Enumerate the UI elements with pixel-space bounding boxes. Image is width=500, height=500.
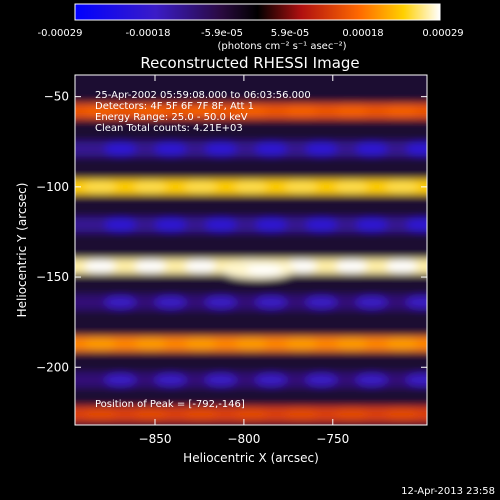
heatmap-peak-core	[246, 264, 283, 275]
heatmap-cell	[255, 142, 288, 155]
heatmap-cell	[305, 218, 338, 231]
annotation-clean-counts: Clean Total counts: 4.21E+03	[95, 123, 243, 134]
colorbar-tick: 5.9e-05	[271, 28, 309, 39]
annotation-block: 25-Apr-2002 05:59:08.000 to 06:03:56.000…	[95, 90, 311, 134]
heatmap-cell	[235, 180, 267, 193]
heatmap-cell	[184, 180, 217, 193]
heatmap-cell	[355, 142, 388, 155]
heatmap-cell	[385, 180, 418, 193]
y-tick-label: −200	[36, 360, 69, 374]
heatmap-cell	[285, 180, 318, 193]
heatmap-cell	[405, 218, 427, 231]
colorbar-unit-label: (photons cm⁻² s⁻¹ asec⁻²)	[217, 41, 346, 52]
heatmap-cell	[134, 260, 167, 273]
heatmap-cell	[285, 337, 318, 350]
heatmap-cell	[385, 105, 418, 118]
heatmap-cell	[235, 105, 267, 118]
heatmap-cell	[184, 408, 217, 421]
heatmap-cell	[355, 296, 388, 309]
y-axis: −50 −100 −150 −200	[36, 90, 427, 374]
colorbar-ticks: -0.00029 -0.00018 -5.9e-05 5.9e-05 0.000…	[38, 28, 464, 39]
heatmap-cell	[84, 260, 117, 273]
annotation-detectors: Detectors: 4F 5F 6F 7F 8F, Att 1	[95, 101, 254, 112]
heatmap-cell	[154, 218, 187, 231]
heatmap-cell	[184, 105, 217, 118]
heatmap	[75, 75, 427, 425]
heatmap-cell	[84, 180, 117, 193]
colorbar-tick: -0.00029	[38, 28, 83, 39]
heatmap-cell	[335, 408, 368, 421]
heatmap-cell	[184, 337, 217, 350]
x-axis-label: Heliocentric X (arcsec)	[183, 451, 319, 465]
heatmap-cell	[335, 260, 368, 273]
heatmap-cell	[104, 373, 137, 386]
heatmap-cell	[104, 218, 137, 231]
heatmap-cell	[134, 180, 167, 193]
heatmap-cell	[335, 180, 368, 193]
colorbar-tick: -5.9e-05	[201, 28, 243, 39]
colorbar-tick: 0.00029	[422, 28, 463, 39]
heatmap-cell	[355, 373, 388, 386]
heatmap-cell	[235, 408, 267, 421]
heatmap-cell	[405, 142, 427, 155]
heatmap-cell	[285, 408, 318, 421]
x-axis: −850 −800 −750	[139, 75, 349, 446]
heatmap-cell	[84, 337, 117, 350]
heatmap-cell	[154, 373, 187, 386]
heatmap-cell	[134, 337, 167, 350]
heatmap-cell	[305, 373, 338, 386]
colorbar-tick: -0.00018	[126, 28, 171, 39]
heatmap-cell	[204, 218, 237, 231]
heatmap-cell	[255, 373, 288, 386]
heatmap-cell	[335, 337, 368, 350]
heatmap-cell	[154, 142, 187, 155]
heatmap-cell	[355, 218, 388, 231]
y-tick-label: −50	[44, 90, 69, 104]
heatmap-cell	[385, 337, 418, 350]
heatmap-cell	[285, 105, 318, 118]
footer-timestamp: 12-Apr-2013 23:58	[401, 486, 495, 497]
peak-position-label: Position of Peak = [-792,-146]	[95, 399, 245, 410]
y-axis-label: Heliocentric Y (arcsec)	[15, 183, 29, 318]
heatmap-cell	[84, 408, 117, 421]
heatmap-cell	[255, 296, 288, 309]
heatmap-cell	[134, 105, 167, 118]
y-tick-label: −150	[36, 270, 69, 284]
heatmap-cell	[104, 296, 137, 309]
heatmap-cell	[305, 296, 338, 309]
heatmap-cell	[305, 142, 338, 155]
colorbar	[74, 3, 441, 21]
heatmap-cell	[84, 105, 117, 118]
heatmap-cell	[204, 296, 237, 309]
heatmap-cell	[385, 408, 418, 421]
heatmap-cell	[184, 260, 217, 273]
heatmap-cell	[204, 373, 237, 386]
x-tick-label: −750	[316, 432, 349, 446]
heatmap-cell	[154, 296, 187, 309]
heatmap-cell	[255, 218, 288, 231]
heatmap-cell	[335, 105, 368, 118]
annotation-energy-range: Energy Range: 25.0 - 50.0 keV	[95, 112, 248, 123]
colorbar-tick: 0.00018	[342, 28, 383, 39]
y-tick-label: −100	[36, 180, 69, 194]
heatmap-cell	[405, 296, 427, 309]
x-tick-label: −800	[227, 432, 260, 446]
x-tick-label: −850	[139, 432, 172, 446]
heatmap-cell	[405, 373, 427, 386]
plot-frame	[74, 74, 428, 426]
heatmap-cell	[235, 337, 267, 350]
chart-title: Reconstructed RHESSI Image	[140, 54, 359, 72]
heatmap-cell	[134, 408, 167, 421]
heatmap-cell	[204, 142, 237, 155]
heatmap-cell	[385, 260, 418, 273]
heatmap-cell	[104, 142, 137, 155]
annotation-time-range: 25-Apr-2002 05:59:08.000 to 06:03:56.000	[95, 90, 311, 101]
